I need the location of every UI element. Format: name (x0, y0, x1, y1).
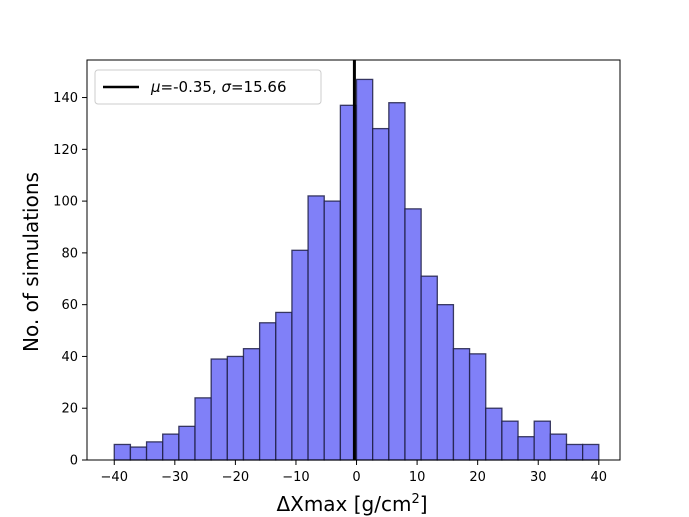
y-tick-label: 60 (61, 298, 78, 313)
histogram-bar (194, 397, 212, 461)
histogram-bar (275, 311, 293, 461)
x-axis-ticks: −40 −30 −20 −10 0 10 20 30 40 (101, 460, 608, 485)
bars-group (113, 78, 600, 461)
histogram-bar (355, 78, 374, 461)
x-tick-label: 10 (409, 470, 426, 485)
histogram-bar (420, 275, 438, 461)
y-tick-label: 40 (61, 350, 78, 365)
histogram-bar (291, 249, 309, 461)
x-axis-label-sup: 2 (411, 492, 419, 507)
legend-box (94, 69, 322, 105)
histogram-bar (162, 433, 180, 461)
histogram-bar (129, 446, 148, 461)
histogram-bar (565, 443, 584, 461)
histogram-bar (533, 420, 551, 461)
histogram-bar (404, 208, 422, 461)
y-axis-ticks: 0 20 40 60 80 100 120 140 (53, 91, 87, 469)
y-tick-label: 20 (61, 402, 78, 417)
x-tick-label: −20 (222, 470, 249, 485)
histogram-bar (145, 441, 164, 461)
histogram-bar (242, 348, 261, 461)
y-tick-label: 140 (53, 91, 78, 106)
histogram-bar (113, 443, 132, 461)
legend-mu-value: =-0.35, (161, 78, 222, 96)
histogram-bar (178, 425, 196, 461)
y-tick-label: 0 (70, 454, 78, 469)
histogram-bar (436, 304, 455, 461)
legend: μ=-0.35, σ=15.66 (94, 69, 322, 105)
x-axis-label: ΔXmax [g/cm2] (276, 492, 427, 516)
histogram-bar (468, 353, 487, 461)
histogram-bar (501, 420, 519, 461)
histogram-bar (323, 200, 342, 461)
plot-frame (86, 59, 621, 461)
histogram-bar (210, 358, 228, 461)
x-tick-label: 20 (469, 470, 486, 485)
histogram-bar (549, 433, 568, 461)
y-tick-label: 80 (61, 246, 78, 261)
x-axis-label-main: ΔXmax [g/cm (276, 492, 411, 516)
x-tick-label: 0 (352, 470, 360, 485)
histogram-bar (307, 195, 325, 461)
histogram-bar (372, 127, 390, 461)
x-tick-label: 30 (530, 470, 547, 485)
x-tick-label: 40 (591, 470, 608, 485)
histogram-bar (452, 348, 471, 461)
legend-mu-symbol: μ (150, 78, 161, 96)
legend-label: μ=-0.35, σ=15.66 (150, 78, 287, 96)
histogram-bar (388, 102, 406, 461)
x-tick-label: −30 (161, 470, 188, 485)
y-tick-label: 100 (53, 195, 78, 210)
histogram-bar (581, 443, 600, 461)
x-axis-label-close: ] (420, 492, 428, 516)
x-tick-label: −10 (282, 470, 309, 485)
histogram-bar (485, 407, 503, 461)
histogram-bar (258, 322, 277, 461)
histogram-bar (226, 355, 245, 461)
y-axis-label: No. of simulations (19, 172, 43, 352)
y-tick-label: 120 (53, 143, 78, 158)
histogram-bar (517, 436, 535, 461)
legend-sigma-value: =15.66 (231, 78, 287, 96)
legend-sigma-symbol: σ (221, 78, 231, 96)
x-tick-label: −40 (101, 470, 128, 485)
